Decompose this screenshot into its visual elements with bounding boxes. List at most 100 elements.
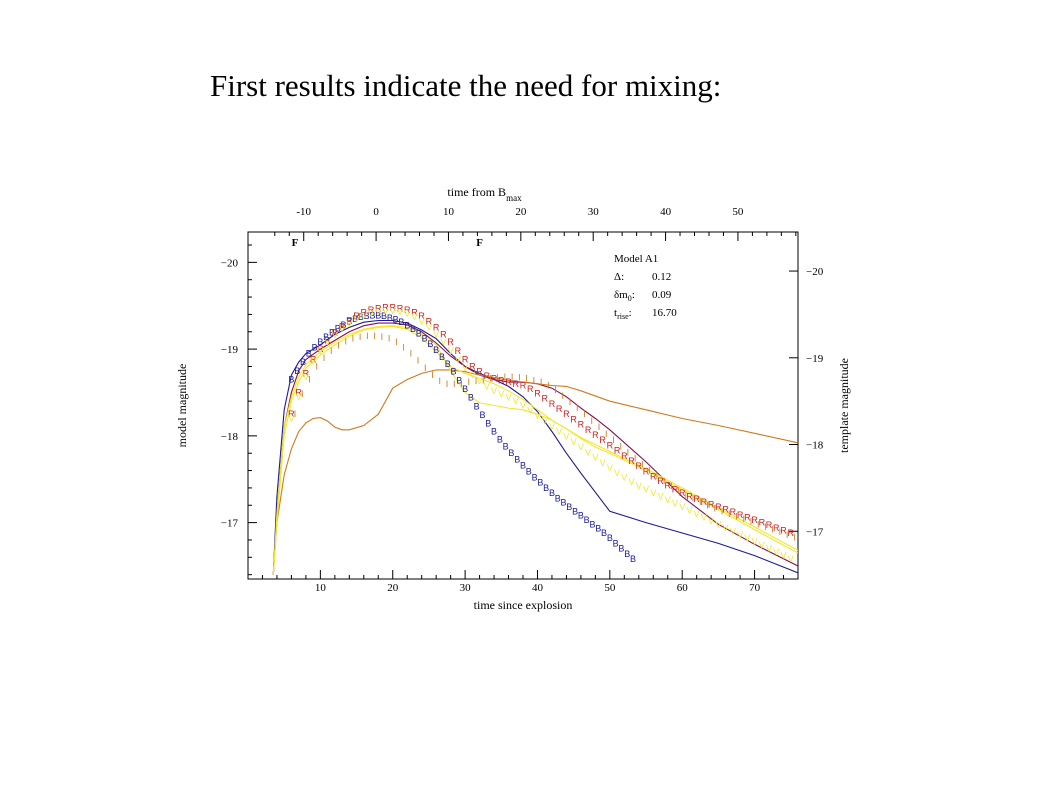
data-marker-i: I bbox=[475, 376, 478, 386]
data-marker-r: R bbox=[628, 456, 635, 466]
data-marker-b: B bbox=[369, 310, 375, 320]
data-marker-b: B bbox=[520, 460, 526, 470]
data-marker-i: I bbox=[605, 429, 608, 439]
data-marker-b: B bbox=[375, 310, 381, 320]
data-marker-i: I bbox=[764, 522, 767, 532]
data-marker-r: R bbox=[397, 303, 404, 313]
data-marker-r: R bbox=[570, 414, 577, 424]
data-marker-v: V bbox=[773, 547, 779, 557]
data-marker-v: V bbox=[766, 544, 772, 554]
data-marker-r: R bbox=[636, 461, 643, 471]
data-marker-v: V bbox=[469, 370, 475, 380]
data-marker-v: V bbox=[585, 447, 591, 457]
x2-tick-label: 50 bbox=[732, 206, 744, 218]
data-marker-b: B bbox=[532, 473, 538, 483]
data-marker-r: R bbox=[614, 446, 621, 456]
data-marker-b: B bbox=[555, 493, 561, 503]
data-marker-r: R bbox=[361, 308, 368, 318]
data-marker-v: V bbox=[397, 307, 403, 317]
data-marker-r: R bbox=[715, 502, 722, 512]
series-line bbox=[272, 325, 798, 575]
data-marker-i: I bbox=[381, 332, 384, 342]
data-marker-v: V bbox=[744, 533, 750, 543]
x2-tick-label: -10 bbox=[296, 206, 311, 218]
data-marker-i: I bbox=[786, 530, 789, 540]
data-marker-v: V bbox=[310, 356, 316, 366]
data-marker-r: R bbox=[657, 476, 664, 486]
data-marker-i: I bbox=[598, 422, 601, 432]
data-marker-v: V bbox=[650, 488, 656, 498]
data-marker-b: B bbox=[485, 419, 491, 429]
y2-tick-label: −20 bbox=[806, 266, 824, 278]
data-marker-i: I bbox=[540, 377, 543, 387]
data-marker-i: I bbox=[721, 506, 724, 516]
data-marker-v: V bbox=[288, 414, 294, 424]
data-marker-v: V bbox=[549, 421, 555, 431]
data-marker-i: I bbox=[656, 471, 659, 481]
data-marker-r: R bbox=[339, 322, 346, 332]
data-marker-b: B bbox=[341, 320, 347, 330]
data-marker-v: V bbox=[390, 306, 396, 316]
y2-axis-label: template magnitude bbox=[837, 358, 851, 453]
y-tick-label: −17 bbox=[221, 518, 239, 530]
legend-value: 16.70 bbox=[652, 307, 677, 319]
data-marker-r: R bbox=[773, 523, 780, 533]
data-marker-r: R bbox=[310, 355, 317, 365]
data-marker-b: B bbox=[323, 332, 329, 342]
data-marker-i: I bbox=[728, 509, 731, 519]
legend-key: Δ: bbox=[614, 271, 624, 283]
data-marker-v: V bbox=[368, 309, 374, 319]
data-marker-r: R bbox=[599, 435, 606, 445]
data-marker-i: I bbox=[706, 500, 709, 510]
data-marker-v: V bbox=[404, 309, 410, 319]
data-marker-b: B bbox=[294, 366, 300, 376]
data-marker-v: V bbox=[332, 330, 338, 340]
data-marker-b: B bbox=[416, 328, 422, 338]
data-marker-v: V bbox=[679, 502, 685, 512]
data-marker-r: R bbox=[766, 520, 773, 530]
data-marker-v: V bbox=[592, 453, 598, 463]
data-marker-v: V bbox=[686, 505, 692, 515]
data-marker-v: V bbox=[462, 363, 468, 373]
data-marker-r: R bbox=[404, 305, 411, 315]
data-marker-r: R bbox=[498, 375, 505, 385]
data-marker-v: V bbox=[448, 346, 454, 356]
data-marker-b: B bbox=[572, 506, 578, 516]
data-marker-i: I bbox=[337, 341, 340, 351]
data-marker-v: V bbox=[665, 495, 671, 505]
data-marker-v: V bbox=[354, 315, 360, 325]
data-marker-i: I bbox=[424, 363, 427, 373]
data-marker-b: B bbox=[393, 315, 399, 325]
data-marker-b: B bbox=[410, 324, 416, 334]
data-marker-r: R bbox=[389, 302, 396, 312]
data-marker-i: I bbox=[301, 389, 304, 399]
data-marker-b: B bbox=[381, 311, 387, 321]
data-marker-v: V bbox=[498, 389, 504, 399]
data-marker-v: V bbox=[513, 396, 519, 406]
data-marker-r: R bbox=[585, 425, 592, 435]
data-marker-i: I bbox=[417, 355, 420, 365]
data-marker-r: R bbox=[411, 308, 418, 318]
data-marker-r: R bbox=[484, 371, 491, 381]
data-marker-r: R bbox=[679, 488, 686, 498]
data-marker-v: V bbox=[752, 537, 758, 547]
data-marker-v: V bbox=[737, 530, 743, 540]
flag-label: F bbox=[292, 237, 299, 249]
data-marker-v: V bbox=[694, 509, 700, 519]
data-marker-v: V bbox=[534, 411, 540, 421]
data-marker-v: V bbox=[701, 512, 707, 522]
data-marker-r: R bbox=[563, 409, 570, 419]
x-tick-label: 20 bbox=[387, 582, 399, 594]
data-marker-v: V bbox=[506, 393, 512, 403]
data-marker-r: R bbox=[730, 507, 737, 517]
data-marker-v: V bbox=[781, 551, 787, 561]
data-marker-v: V bbox=[730, 526, 736, 536]
data-marker-b: B bbox=[346, 316, 352, 326]
data-marker-r: R bbox=[447, 337, 454, 347]
data-marker-i: I bbox=[410, 348, 413, 358]
data-marker-i: I bbox=[489, 374, 492, 384]
y-tick-label: −19 bbox=[221, 344, 239, 356]
data-marker-v: V bbox=[419, 316, 425, 326]
data-marker-r: R bbox=[788, 528, 795, 538]
data-marker-r: R bbox=[592, 430, 599, 440]
